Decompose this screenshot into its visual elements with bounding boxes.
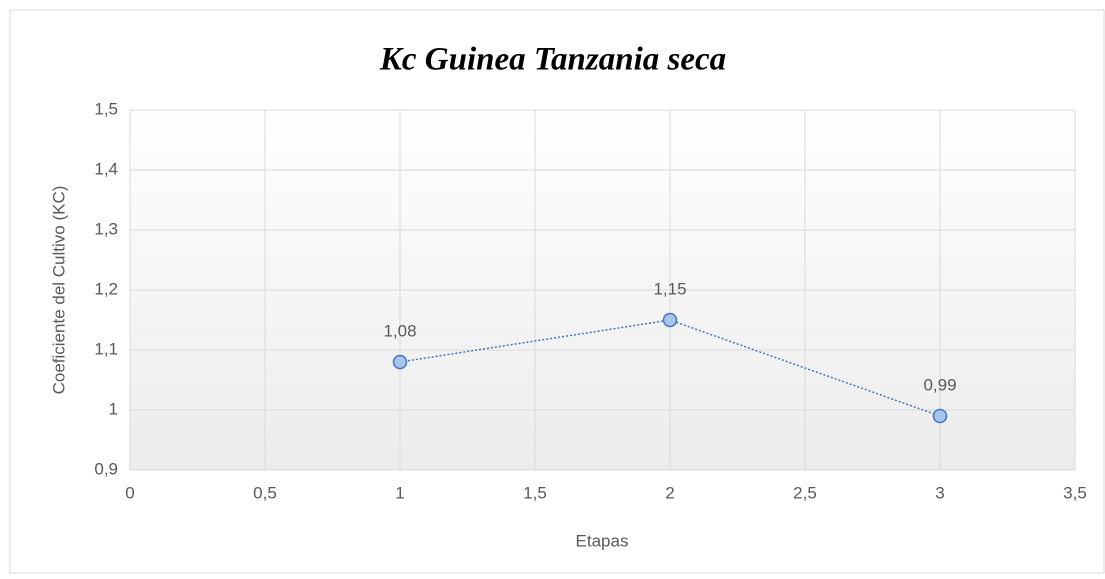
x-axis-label: Etapas [576, 531, 629, 550]
data-point [932, 408, 948, 424]
y-tick-label: 0,9 [94, 459, 118, 478]
x-tick-label: 3,5 [1063, 483, 1087, 502]
x-tick-label: 1 [395, 483, 404, 502]
data-point [392, 354, 408, 370]
x-tick-label: 2,5 [793, 483, 817, 502]
data-point [662, 312, 678, 328]
data-label: 1,08 [383, 321, 416, 340]
chart-title: Kc Guinea Tanzania seca [379, 42, 726, 78]
y-tick-label: 1,5 [94, 99, 118, 118]
x-tick-label: 0,5 [253, 483, 277, 502]
y-tick-label: 1,2 [94, 279, 118, 298]
y-tick-label: 1,1 [94, 339, 118, 358]
x-tick-label: 3 [935, 483, 944, 502]
y-tick-label: 1,3 [94, 219, 118, 238]
y-tick-label: 1 [109, 399, 118, 418]
x-tick-label: 0 [125, 483, 134, 502]
x-tick-label: 2 [665, 483, 674, 502]
data-label: 0,99 [923, 375, 956, 394]
y-axis-label: Coeficiente del Cultivo (KC) [49, 186, 68, 395]
x-tick-label: 1,5 [523, 483, 547, 502]
y-tick-label: 1,4 [94, 159, 118, 178]
data-label: 1,15 [653, 279, 686, 298]
